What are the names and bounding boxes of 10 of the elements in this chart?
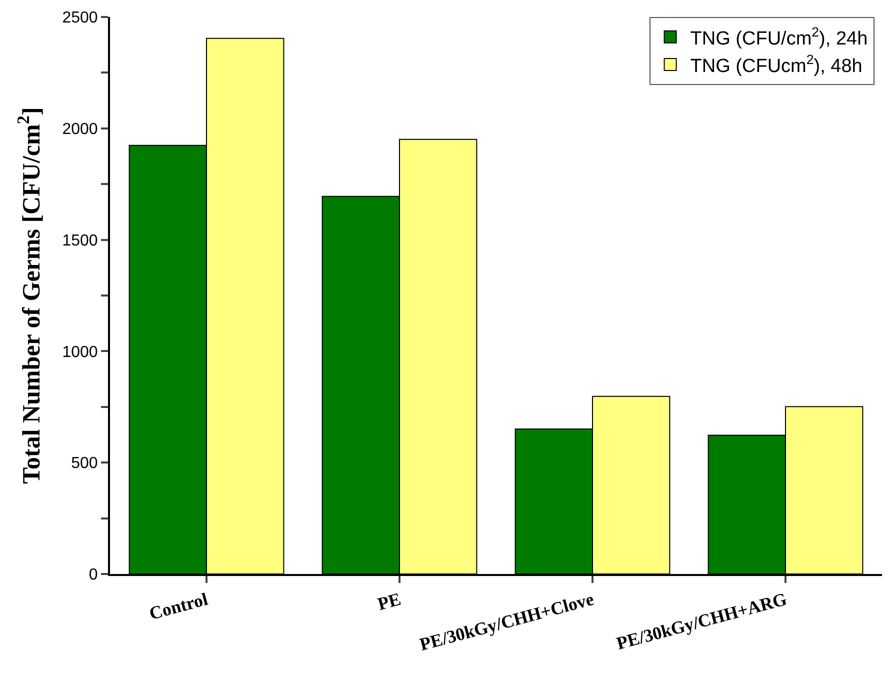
y-tick-label: 0 <box>88 566 98 584</box>
y-tick-label: 2500 <box>62 10 98 27</box>
x-tick-label: Control <box>147 588 210 624</box>
y-tick-label: 1000 <box>62 344 98 361</box>
y-tick-label: 2000 <box>62 121 98 138</box>
x-tick-label: PE <box>375 588 403 614</box>
legend-label: TNG (CFUcm$^{2}$), 48h <box>690 52 862 77</box>
y-tick-label: 500 <box>71 455 98 472</box>
y-tick-label: 1500 <box>62 232 98 250</box>
legend-label: TNG (CFU/cm$^{2}$), 24h <box>690 24 868 50</box>
